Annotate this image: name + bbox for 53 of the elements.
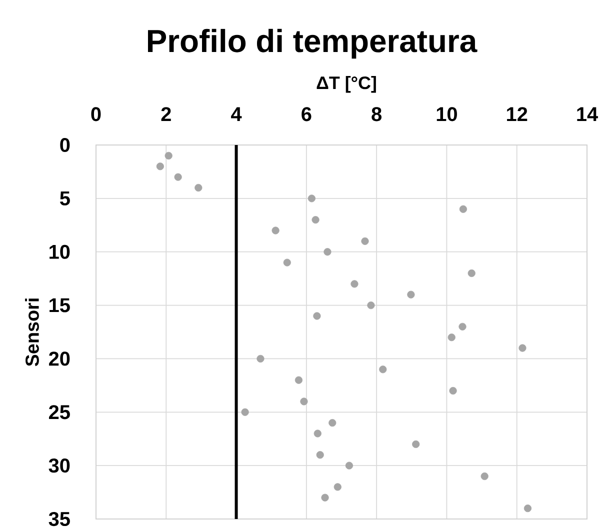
point [300,398,308,406]
point [448,334,456,342]
point [316,451,324,459]
point [412,440,420,448]
y-tick-label: 30 [48,458,70,473]
point [480,472,488,480]
y-tick-label: 10 [50,244,70,259]
point [518,344,526,352]
x-axis-title: ΔT [°C] [316,76,376,93]
point [407,290,415,298]
y-tick-label: 25 [49,405,70,420]
chart-title: Profilo di temperatura [148,28,478,59]
point [334,483,342,491]
point [345,462,354,470]
x-tick-label: 0 [91,107,101,122]
x-tick-label: 6 [302,107,312,122]
y-tick-label: 15 [50,298,70,312]
point [256,354,264,363]
point [321,494,329,502]
point [241,408,249,416]
x-tick-label: 2 [161,107,171,122]
y-tick-label: 0 [60,138,70,152]
point [174,173,182,181]
x-tick-label: 4 [231,107,242,122]
x-tick-label: 8 [372,107,382,122]
point [314,430,322,438]
y-tick-label: 35 [48,512,70,526]
point [194,184,202,192]
point [164,152,172,160]
point [468,269,476,278]
point [313,312,321,320]
x-tick-label: 12 [507,107,528,122]
point [350,280,358,288]
point [283,258,291,266]
point [524,504,532,512]
point [458,322,466,330]
point [324,248,332,256]
point [449,386,457,395]
point [294,376,303,384]
point [328,419,336,427]
y-tick-label: 5 [60,191,70,206]
point [156,162,164,170]
point [361,237,369,245]
point [272,226,280,234]
x-tick-label: 14 [577,107,598,122]
x-tick-label: 10 [436,107,457,122]
point [312,216,320,224]
point [379,366,387,374]
point [308,194,316,202]
y-tick-label: 20 [49,352,70,366]
y-axis-title: Sensori [25,298,39,366]
point [367,301,375,310]
point [459,205,467,213]
